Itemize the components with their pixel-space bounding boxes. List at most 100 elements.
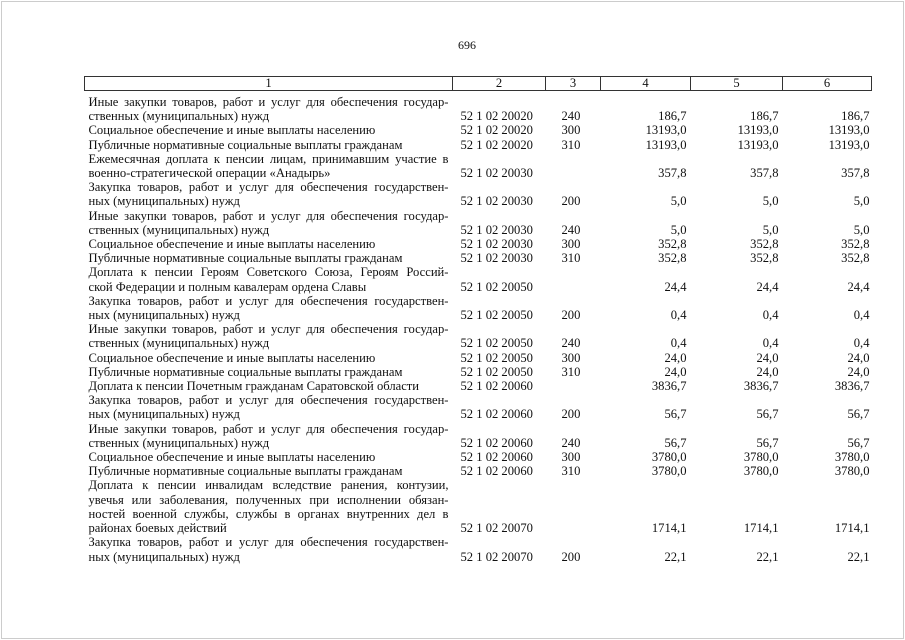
row-expense-type: 240 — [561, 109, 581, 124]
row-value-col5: 186,7 — [750, 109, 779, 124]
row-description: Ежемесячная доплата к пенсии лицам, прин… — [85, 152, 453, 180]
row-description: Публичные нормативные социальные выплаты… — [85, 464, 453, 478]
row-code: 52 1 02 20020 — [460, 123, 533, 138]
row-code: 52 1 02 20030 — [460, 222, 533, 237]
row-value-col6: 3780,0 — [834, 464, 870, 479]
row-value-col4: 3780,0 — [651, 450, 687, 465]
description-line: Иные закупки товаров, работ и услуг для … — [88, 95, 449, 109]
row-code: 52 1 02 20030 — [460, 166, 533, 181]
row-code: 52 1 02 20050 — [460, 279, 533, 294]
description-line: Социальное обеспечение и иные выплаты на… — [88, 237, 376, 252]
table-row: Доплата к пенсии Героям Советского Союза… — [85, 265, 872, 293]
row-value-col5: 56,7 — [756, 435, 779, 450]
description-line: Иные закупки товаров, работ и услуг для … — [88, 208, 449, 223]
row-description: Доплата к пенсии Почетным гражданам Сара… — [85, 379, 453, 393]
row-expense-type: 310 — [561, 137, 581, 152]
table-row: Доплата к пенсии Почетным гражданам Сара… — [85, 379, 872, 393]
row-code: 52 1 02 20060 — [460, 407, 533, 422]
description-line: ственных (муниципальных) нужд — [88, 435, 270, 450]
row-description: Публичные нормативные социальные выплаты… — [85, 365, 453, 379]
column-number-header: 1 2 3 4 5 6 — [84, 76, 872, 91]
table-row: Социальное обеспечение и иные выплаты на… — [85, 351, 872, 365]
row-description: Социальное обеспечение и иные выплаты на… — [85, 351, 453, 365]
row-value-col5: 22,1 — [756, 549, 779, 564]
header-col-4: 4 — [600, 76, 691, 91]
row-expense-type — [546, 478, 601, 535]
row-description: Закупка товаров, работ и услуг для обесп… — [85, 393, 453, 421]
table-row: Социальное обеспечение и иные выплаты на… — [85, 450, 872, 464]
row-value-col6: 352,8 — [841, 251, 870, 266]
row-value-col5: 5,0 — [762, 194, 779, 209]
row-value-col5: 3780,0 — [743, 464, 779, 479]
row-value-col5: 24,0 — [756, 350, 779, 365]
table-row: Иные закупки товаров, работ и услуг для … — [85, 322, 872, 350]
description-line: Закупка товаров, работ и услуг для обесп… — [88, 180, 449, 195]
row-description: Доплата к пенсии инвалидам вследствие ра… — [85, 478, 453, 535]
row-code: 52 1 02 20030 — [460, 251, 533, 266]
row-value-col6: 24,0 — [847, 350, 870, 365]
row-value-col6: 22,1 — [847, 549, 870, 564]
row-value-col6: 24,4 — [847, 279, 870, 294]
description-line: ных (муниципальных) нужд — [88, 549, 240, 564]
table-row: Социальное обеспечение и иные выплаты на… — [85, 237, 872, 251]
row-value-col5: 0,4 — [762, 308, 779, 323]
header-col-2: 2 — [452, 76, 546, 91]
row-expense-type: 310 — [561, 251, 581, 266]
row-value-col4: 13193,0 — [645, 123, 687, 138]
header-col-1: 1 — [84, 76, 453, 91]
table-row: Ежемесячная доплата к пенсии лицам, прин… — [85, 152, 872, 180]
row-value-col4: 5,0 — [670, 222, 687, 237]
row-expense-type — [546, 265, 601, 293]
row-description: Иные закупки товаров, работ и услуг для … — [85, 209, 453, 237]
description-line: Публичные нормативные социальные выплаты… — [88, 364, 403, 379]
row-expense-type: 200 — [561, 407, 581, 422]
row-value-col6: 352,8 — [841, 237, 870, 252]
table-row: Иные закупки товаров, работ и услуг для … — [85, 209, 872, 237]
header-col-5: 5 — [690, 76, 783, 91]
row-value-col4: 0,4 — [670, 336, 687, 351]
description-line: Иные закупки товаров, работ и услуг для … — [88, 421, 449, 436]
row-value-col4: 1714,1 — [651, 521, 687, 536]
description-line: Закупка товаров, работ и услуг для обесп… — [88, 535, 449, 550]
table-row: Публичные нормативные социальные выплаты… — [85, 138, 872, 152]
description-line: ностей военной службы, службы в органах … — [88, 506, 449, 521]
description-line: Социальное обеспечение и иные выплаты на… — [88, 350, 376, 365]
row-description: Публичные нормативные социальные выплаты… — [85, 251, 453, 265]
row-code: 52 1 02 20050 — [460, 336, 533, 351]
row-description: Публичные нормативные социальные выплаты… — [85, 138, 453, 152]
row-value-col4: 352,8 — [658, 251, 687, 266]
table-row: Доплата к пенсии инвалидам вследствие ра… — [85, 478, 872, 535]
row-value-col6: 56,7 — [847, 407, 870, 422]
description-line: ных (муниципальных) нужд — [88, 194, 240, 209]
row-description: Иные закупки товаров, работ и услуг для … — [85, 422, 453, 450]
row-code: 52 1 02 20030 — [460, 194, 533, 209]
table-row: Закупка товаров, работ и услуг для обесп… — [85, 393, 872, 421]
row-value-col6: 13193,0 — [828, 123, 870, 138]
row-value-col6: 5,0 — [853, 222, 870, 237]
row-description: Социальное обеспечение и иные выплаты на… — [85, 450, 453, 464]
row-expense-type: 240 — [561, 222, 581, 237]
row-description: Социальное обеспечение и иные выплаты на… — [85, 123, 453, 137]
header-col-6: 6 — [782, 76, 872, 91]
row-value-col4: 186,7 — [658, 109, 687, 124]
table-row: Иные закупки товаров, работ и услуг для … — [85, 91, 872, 124]
budget-table: 1 2 3 4 5 6 Иные закупки товаров, работ … — [84, 76, 872, 564]
row-expense-type: 300 — [561, 350, 581, 365]
row-code: 52 1 02 20050 — [460, 364, 533, 379]
description-line: ственных (муниципальных) нужд — [88, 336, 270, 351]
row-expense-type — [546, 152, 601, 180]
row-value-col6: 3836,7 — [834, 379, 870, 394]
row-value-col4: 0,4 — [670, 308, 687, 323]
row-value-col5: 3836,7 — [743, 379, 779, 394]
description-line: Публичные нормативные социальные выплаты… — [88, 251, 403, 266]
row-expense-type: 200 — [561, 308, 581, 323]
row-value-col4: 13193,0 — [645, 137, 687, 152]
row-expense-type: 310 — [561, 464, 581, 479]
row-expense-type: 240 — [561, 435, 581, 450]
row-value-col6: 56,7 — [847, 435, 870, 450]
row-value-col5: 24,4 — [756, 279, 779, 294]
description-line: ской Федерации и полным кавалерам ордена… — [88, 279, 367, 294]
row-value-col5: 0,4 — [762, 336, 779, 351]
row-value-col6: 1714,1 — [834, 521, 870, 536]
